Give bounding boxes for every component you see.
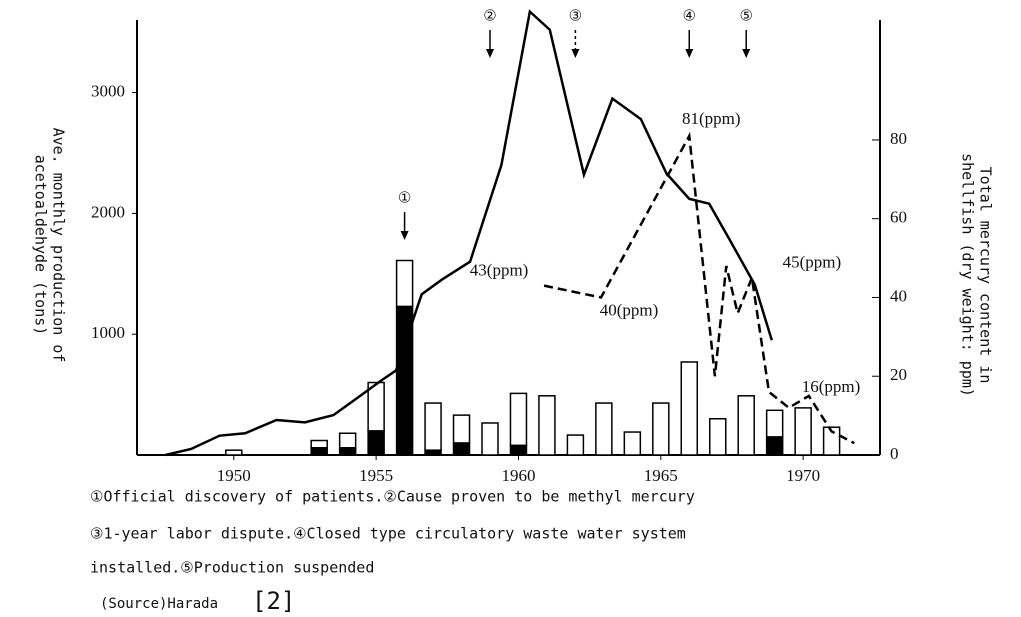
note: ①Official discovery of patients.②Cause p… [90, 488, 695, 506]
event-label: ① [398, 189, 411, 207]
value-label: 81(ppm) [682, 109, 741, 128]
bar [452, 442, 471, 456]
y-label: acetoaldehyde (tons) [32, 155, 50, 336]
event-label: ② [483, 7, 496, 25]
x-tick-label: 1950 [217, 466, 251, 485]
y-label: Ave. monthly production of [50, 128, 68, 363]
x-tick-label: 1955 [359, 466, 393, 485]
value-label: 45(ppm) [783, 253, 842, 272]
y2-label: Total mercury content in [977, 167, 995, 384]
event-arrowhead [400, 231, 409, 240]
bar [395, 259, 414, 308]
event-arrowhead [742, 49, 751, 58]
bar [225, 449, 243, 456]
x-tick-label: 1965 [644, 466, 678, 485]
bar [765, 436, 784, 456]
bar [424, 402, 442, 451]
bar [310, 447, 328, 456]
note: ③1-year labor dispute.④Closed type circu… [90, 525, 686, 543]
value-label: 16(ppm) [802, 377, 861, 396]
x-tick-label: 1960 [501, 466, 535, 485]
line [543, 131, 855, 445]
bar [367, 430, 385, 456]
event-arrowhead [571, 49, 580, 58]
event-arrowhead [485, 49, 494, 58]
note: installed.⑤Production suspended [90, 559, 374, 577]
bar [509, 444, 528, 456]
y2-tick-label: 40 [890, 286, 907, 305]
bar [708, 418, 727, 456]
y2-tick-label: 80 [890, 129, 907, 148]
bar [822, 426, 841, 456]
bar [538, 395, 556, 456]
bar [481, 422, 499, 456]
y-tick-label: 2000 [91, 202, 125, 221]
y-tick-label: 1000 [91, 323, 125, 342]
bar [652, 402, 670, 456]
bar [623, 431, 642, 456]
event-label: ⑤ [739, 7, 752, 25]
bar [509, 392, 528, 447]
line [165, 9, 774, 457]
value-label: 40(ppm) [600, 300, 659, 319]
bar [765, 409, 784, 438]
y2-label: shellfish (dry weight: ppm) [959, 153, 977, 397]
y-tick-label: 3000 [91, 81, 125, 100]
bar [737, 395, 755, 456]
y2-tick-label: 60 [890, 208, 907, 227]
bar [367, 381, 385, 432]
event-arrowhead [685, 49, 694, 58]
bar [310, 439, 328, 449]
bar [566, 434, 585, 456]
reference: [2] [252, 587, 295, 615]
bar [452, 414, 471, 444]
bar [595, 402, 613, 456]
event-label: ④ [683, 7, 696, 25]
y2-tick-label: 20 [890, 365, 907, 384]
source: (Source)Harada [100, 596, 218, 612]
event-label: ③ [569, 7, 582, 25]
bar [680, 361, 699, 456]
x-tick-label: 1970 [786, 466, 820, 485]
bar [338, 447, 357, 456]
bar [794, 407, 812, 456]
y2-tick-label: 0 [890, 444, 899, 463]
value-label: 43(ppm) [470, 261, 529, 280]
bar [338, 432, 357, 449]
